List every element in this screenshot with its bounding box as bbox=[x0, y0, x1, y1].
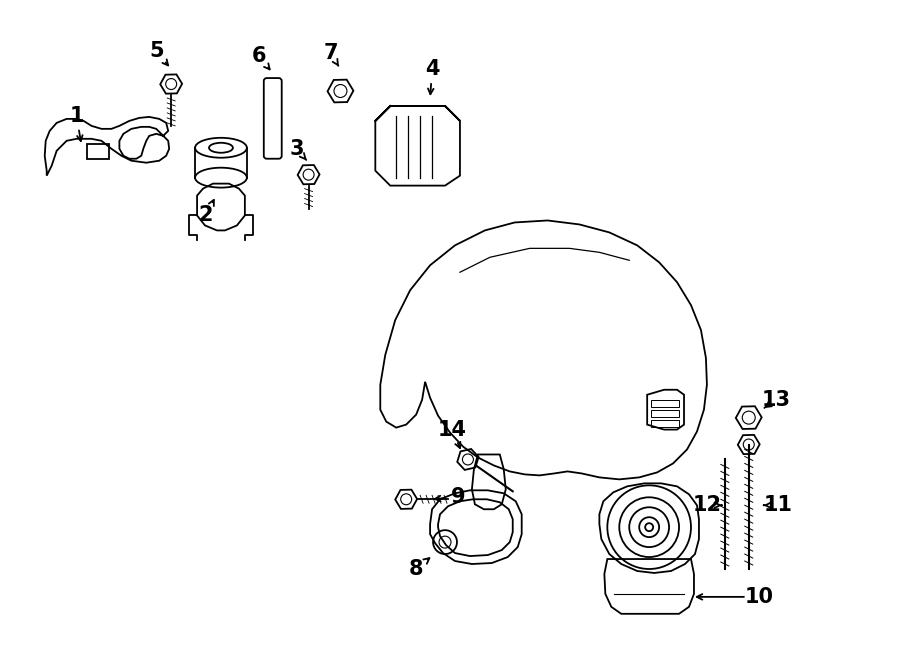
Text: 8: 8 bbox=[409, 559, 423, 579]
Text: 5: 5 bbox=[148, 41, 164, 61]
Text: 1: 1 bbox=[69, 106, 84, 126]
Text: 10: 10 bbox=[744, 587, 773, 607]
Text: 3: 3 bbox=[290, 139, 304, 159]
Text: 12: 12 bbox=[692, 495, 722, 516]
Text: 9: 9 bbox=[451, 487, 465, 507]
FancyBboxPatch shape bbox=[264, 78, 282, 159]
Text: 13: 13 bbox=[762, 390, 791, 410]
Text: 2: 2 bbox=[199, 206, 213, 225]
Text: 11: 11 bbox=[764, 495, 793, 516]
Text: 7: 7 bbox=[323, 43, 338, 63]
Text: 6: 6 bbox=[252, 46, 266, 66]
Text: 4: 4 bbox=[425, 59, 439, 79]
Text: 14: 14 bbox=[437, 420, 466, 440]
